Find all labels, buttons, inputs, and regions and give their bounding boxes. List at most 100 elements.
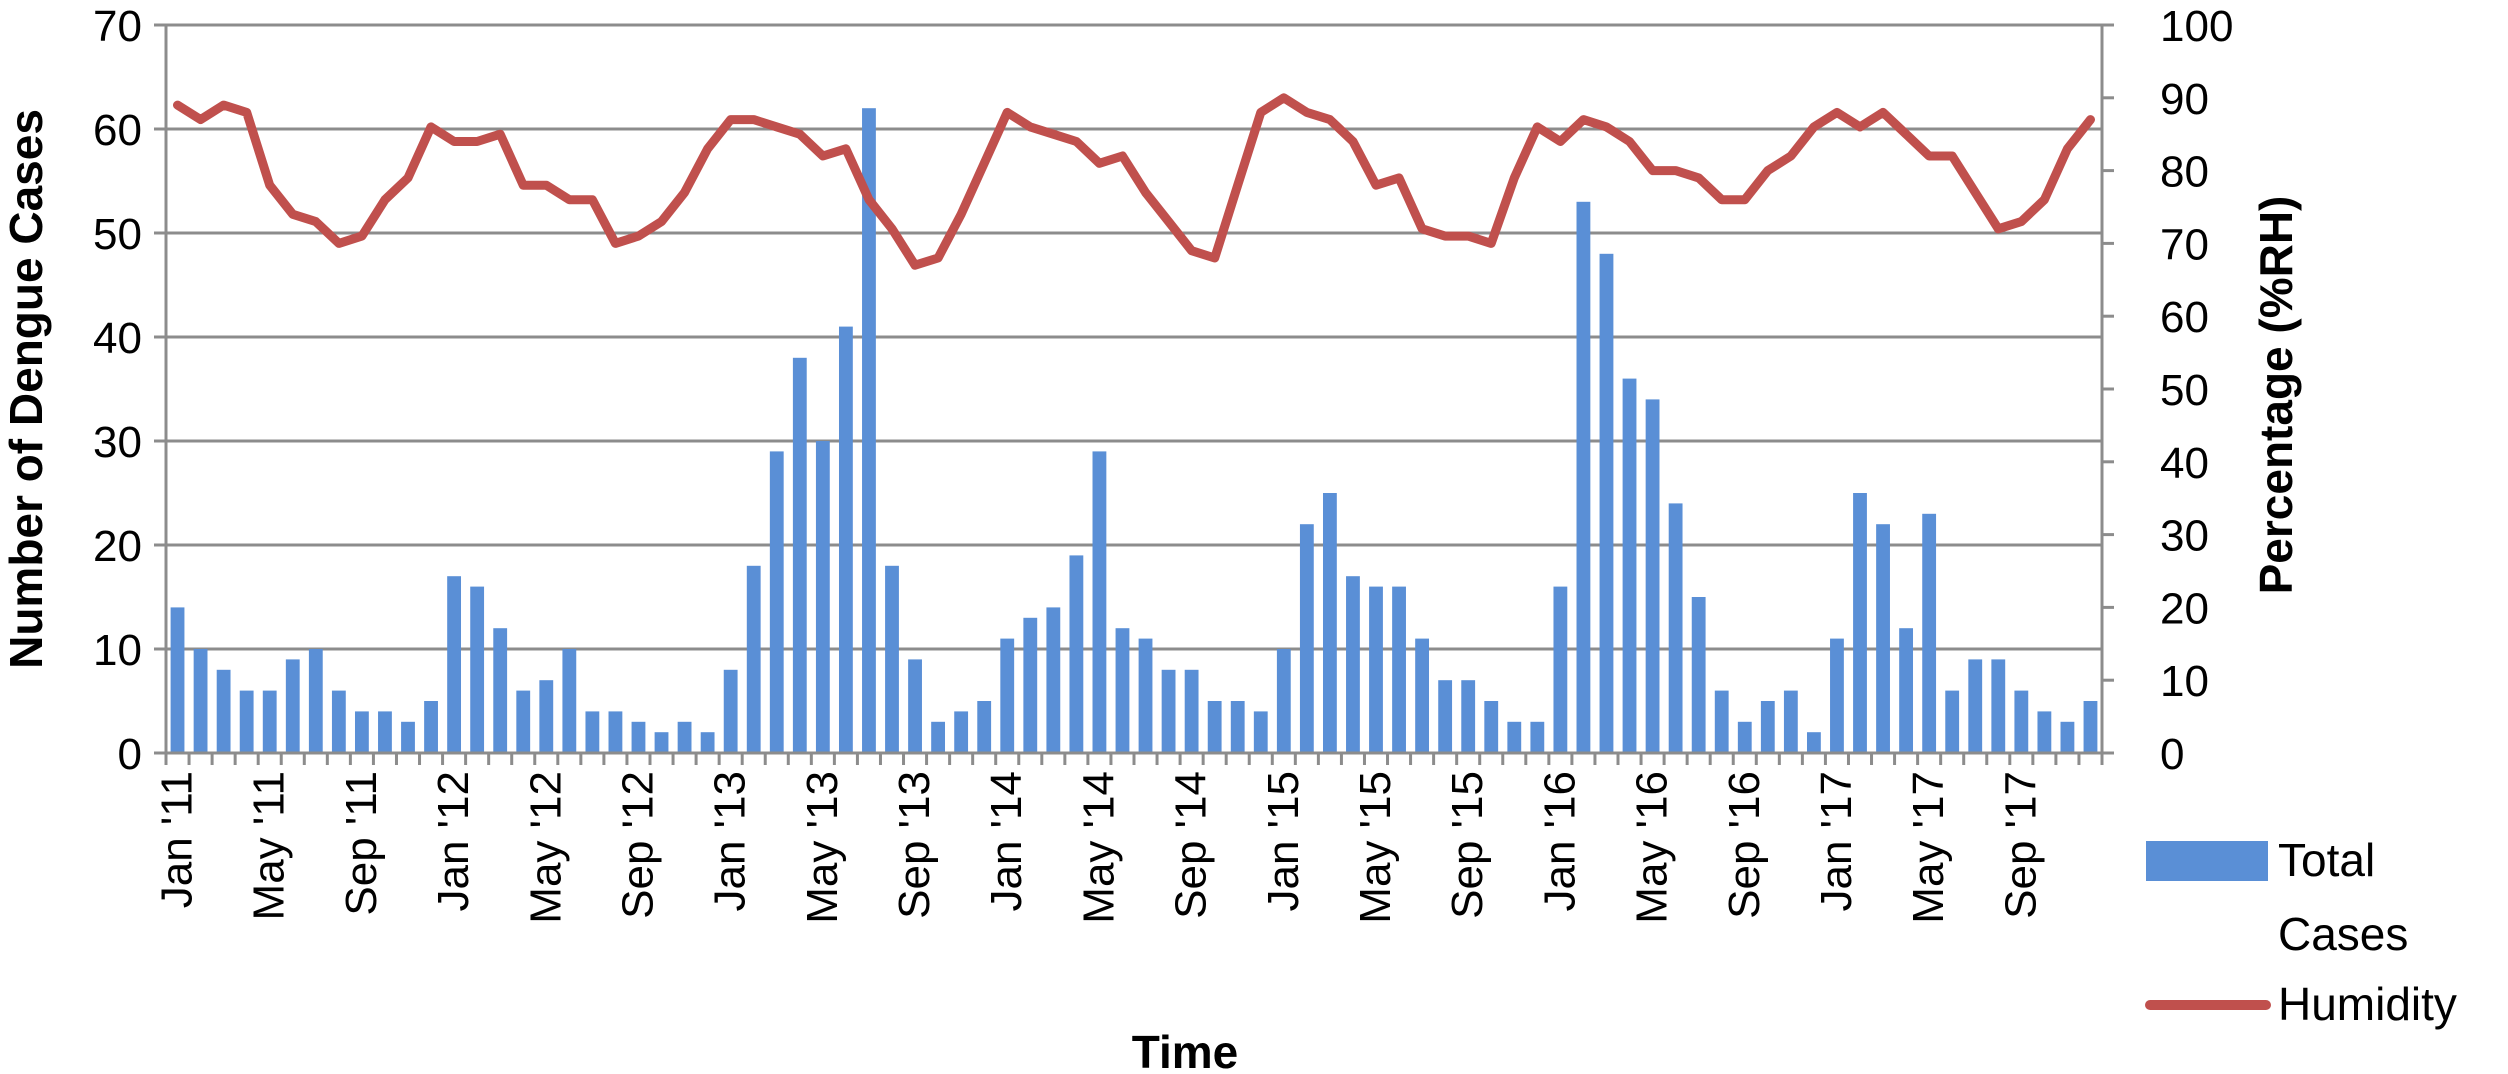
y-left-tick-label: 60 <box>93 106 142 155</box>
bar-total-cases <box>1276 649 1291 753</box>
y-left-tick-label: 70 <box>93 2 142 51</box>
bar-total-cases <box>1760 701 1775 753</box>
bar-total-cases <box>1484 701 1499 753</box>
y-right-axis-title: Percentage (%RH) <box>2250 196 2302 595</box>
legend-label-humidity: Humidity <box>2278 978 2457 1030</box>
bar-total-cases <box>562 649 577 753</box>
x-tick-label: Sep '16 <box>1720 771 1769 919</box>
bar-total-cases <box>792 357 807 753</box>
bar-total-cases <box>1299 524 1314 753</box>
bar-total-cases <box>1783 690 1798 753</box>
bar-total-cases <box>1092 451 1107 753</box>
bar-total-cases <box>608 711 623 753</box>
bar-total-cases <box>1830 638 1844 753</box>
bar-total-cases <box>654 732 669 753</box>
y-right-tick-label: 70 <box>2160 220 2209 269</box>
y-left-tick-label: 40 <box>93 314 142 363</box>
bar-total-cases <box>1115 628 1130 753</box>
x-tick-label: Sep '14 <box>1167 771 1216 919</box>
x-tick-label: Jan '17 <box>1812 771 1861 912</box>
bar-total-cases <box>470 586 485 753</box>
legend-swatch-total-cases <box>2146 841 2268 881</box>
bar-total-cases <box>1230 701 1245 753</box>
x-tick-label: Sep '11 <box>337 771 386 916</box>
bar-total-cases <box>1806 732 1821 753</box>
y-left-axis-title: Number of Dengue Cases <box>0 109 52 669</box>
y-right-tick-label: 40 <box>2160 439 2209 488</box>
bar-total-cases <box>1207 701 1222 753</box>
x-tick-label: Jan '11 <box>153 771 202 908</box>
bar-total-cases <box>331 690 346 753</box>
bar-total-cases <box>424 701 438 753</box>
bar-total-cases <box>378 711 392 753</box>
bar-total-cases <box>1346 576 1360 753</box>
bar-total-cases <box>700 732 715 753</box>
bar-total-cases <box>677 721 692 753</box>
bar-total-cases <box>1138 638 1153 753</box>
bar-total-cases <box>1392 586 1406 753</box>
bar-total-cases <box>1161 669 1176 753</box>
bar-total-cases <box>585 711 600 753</box>
bar-total-cases <box>1714 690 1729 753</box>
y-right-tick-label: 10 <box>2160 657 2209 706</box>
bar-total-cases <box>631 721 646 753</box>
x-tick-label: May '12 <box>521 771 570 924</box>
bar-total-cases <box>954 711 969 753</box>
bar-total-cases <box>1899 628 1914 753</box>
bar-total-cases <box>1668 503 1683 753</box>
legend-label-line: Total <box>2278 834 2375 886</box>
bar-total-cases <box>1184 669 1199 753</box>
y-right-tick-label: 50 <box>2160 366 2209 415</box>
bar-total-cases <box>1415 638 1430 753</box>
bar-total-cases <box>1853 493 1867 753</box>
bar-total-cases <box>1991 659 2006 753</box>
x-tick-label: Sep '15 <box>1443 771 1492 919</box>
bar-total-cases <box>862 108 876 753</box>
bar-total-cases <box>308 649 323 753</box>
x-tick-label: May '17 <box>1904 771 1953 924</box>
bar-total-cases <box>239 690 254 753</box>
bar-total-cases <box>1968 659 1983 753</box>
y-right-tick-label: 90 <box>2160 75 2209 124</box>
legend-label-line: Cases <box>2278 908 2408 960</box>
bar-total-cases <box>1922 513 1937 753</box>
x-tick-label: May '16 <box>1628 771 1677 924</box>
bar-total-cases <box>1737 721 1752 753</box>
x-tick-label: Sep '17 <box>1996 771 2045 919</box>
y-left-tick-label: 30 <box>93 418 142 467</box>
bar-total-cases <box>447 576 462 753</box>
x-tick-label: Jan '14 <box>982 771 1031 912</box>
bar-series-total-cases <box>170 108 2098 754</box>
bar-total-cases <box>838 326 853 753</box>
bar-total-cases <box>2083 701 2098 753</box>
bar-total-cases <box>931 721 946 753</box>
bar-total-cases <box>2014 690 2029 753</box>
x-axis-title: Time <box>1132 1026 1239 1074</box>
bar-total-cases <box>1576 201 1591 754</box>
x-tick-label: Sep '12 <box>613 771 662 919</box>
y-left-tick-label: 0 <box>118 730 142 779</box>
bar-total-cases <box>1507 721 1522 753</box>
bar-total-cases <box>815 441 830 753</box>
y-left-tick-label: 10 <box>93 626 142 675</box>
bar-total-cases <box>1645 399 1660 753</box>
legend: Total Cases Humidity <box>2145 834 2457 1030</box>
bar-total-cases <box>1876 524 1890 753</box>
bar-total-cases <box>1530 721 1545 753</box>
y-right-tick-label: 20 <box>2160 584 2209 633</box>
bar-total-cases <box>539 680 554 753</box>
bar-total-cases <box>1461 680 1476 753</box>
bar-total-cases <box>1553 586 1568 753</box>
bar-total-cases <box>401 721 415 753</box>
bar-total-cases <box>1599 253 1614 754</box>
bar-total-cases <box>2037 711 2052 753</box>
bar-total-cases <box>1046 607 1061 753</box>
bar-total-cases <box>908 659 922 753</box>
y-right-tick-label: 60 <box>2160 293 2209 342</box>
bar-total-cases <box>216 669 231 753</box>
bar-total-cases <box>746 565 761 753</box>
y-right-tick-label: 0 <box>2160 730 2184 779</box>
axes: 0 10 20 30 40 50 60 70 0 10 20 30 40 50 60 70 80 90 100 Jan… <box>0 2 2302 1074</box>
